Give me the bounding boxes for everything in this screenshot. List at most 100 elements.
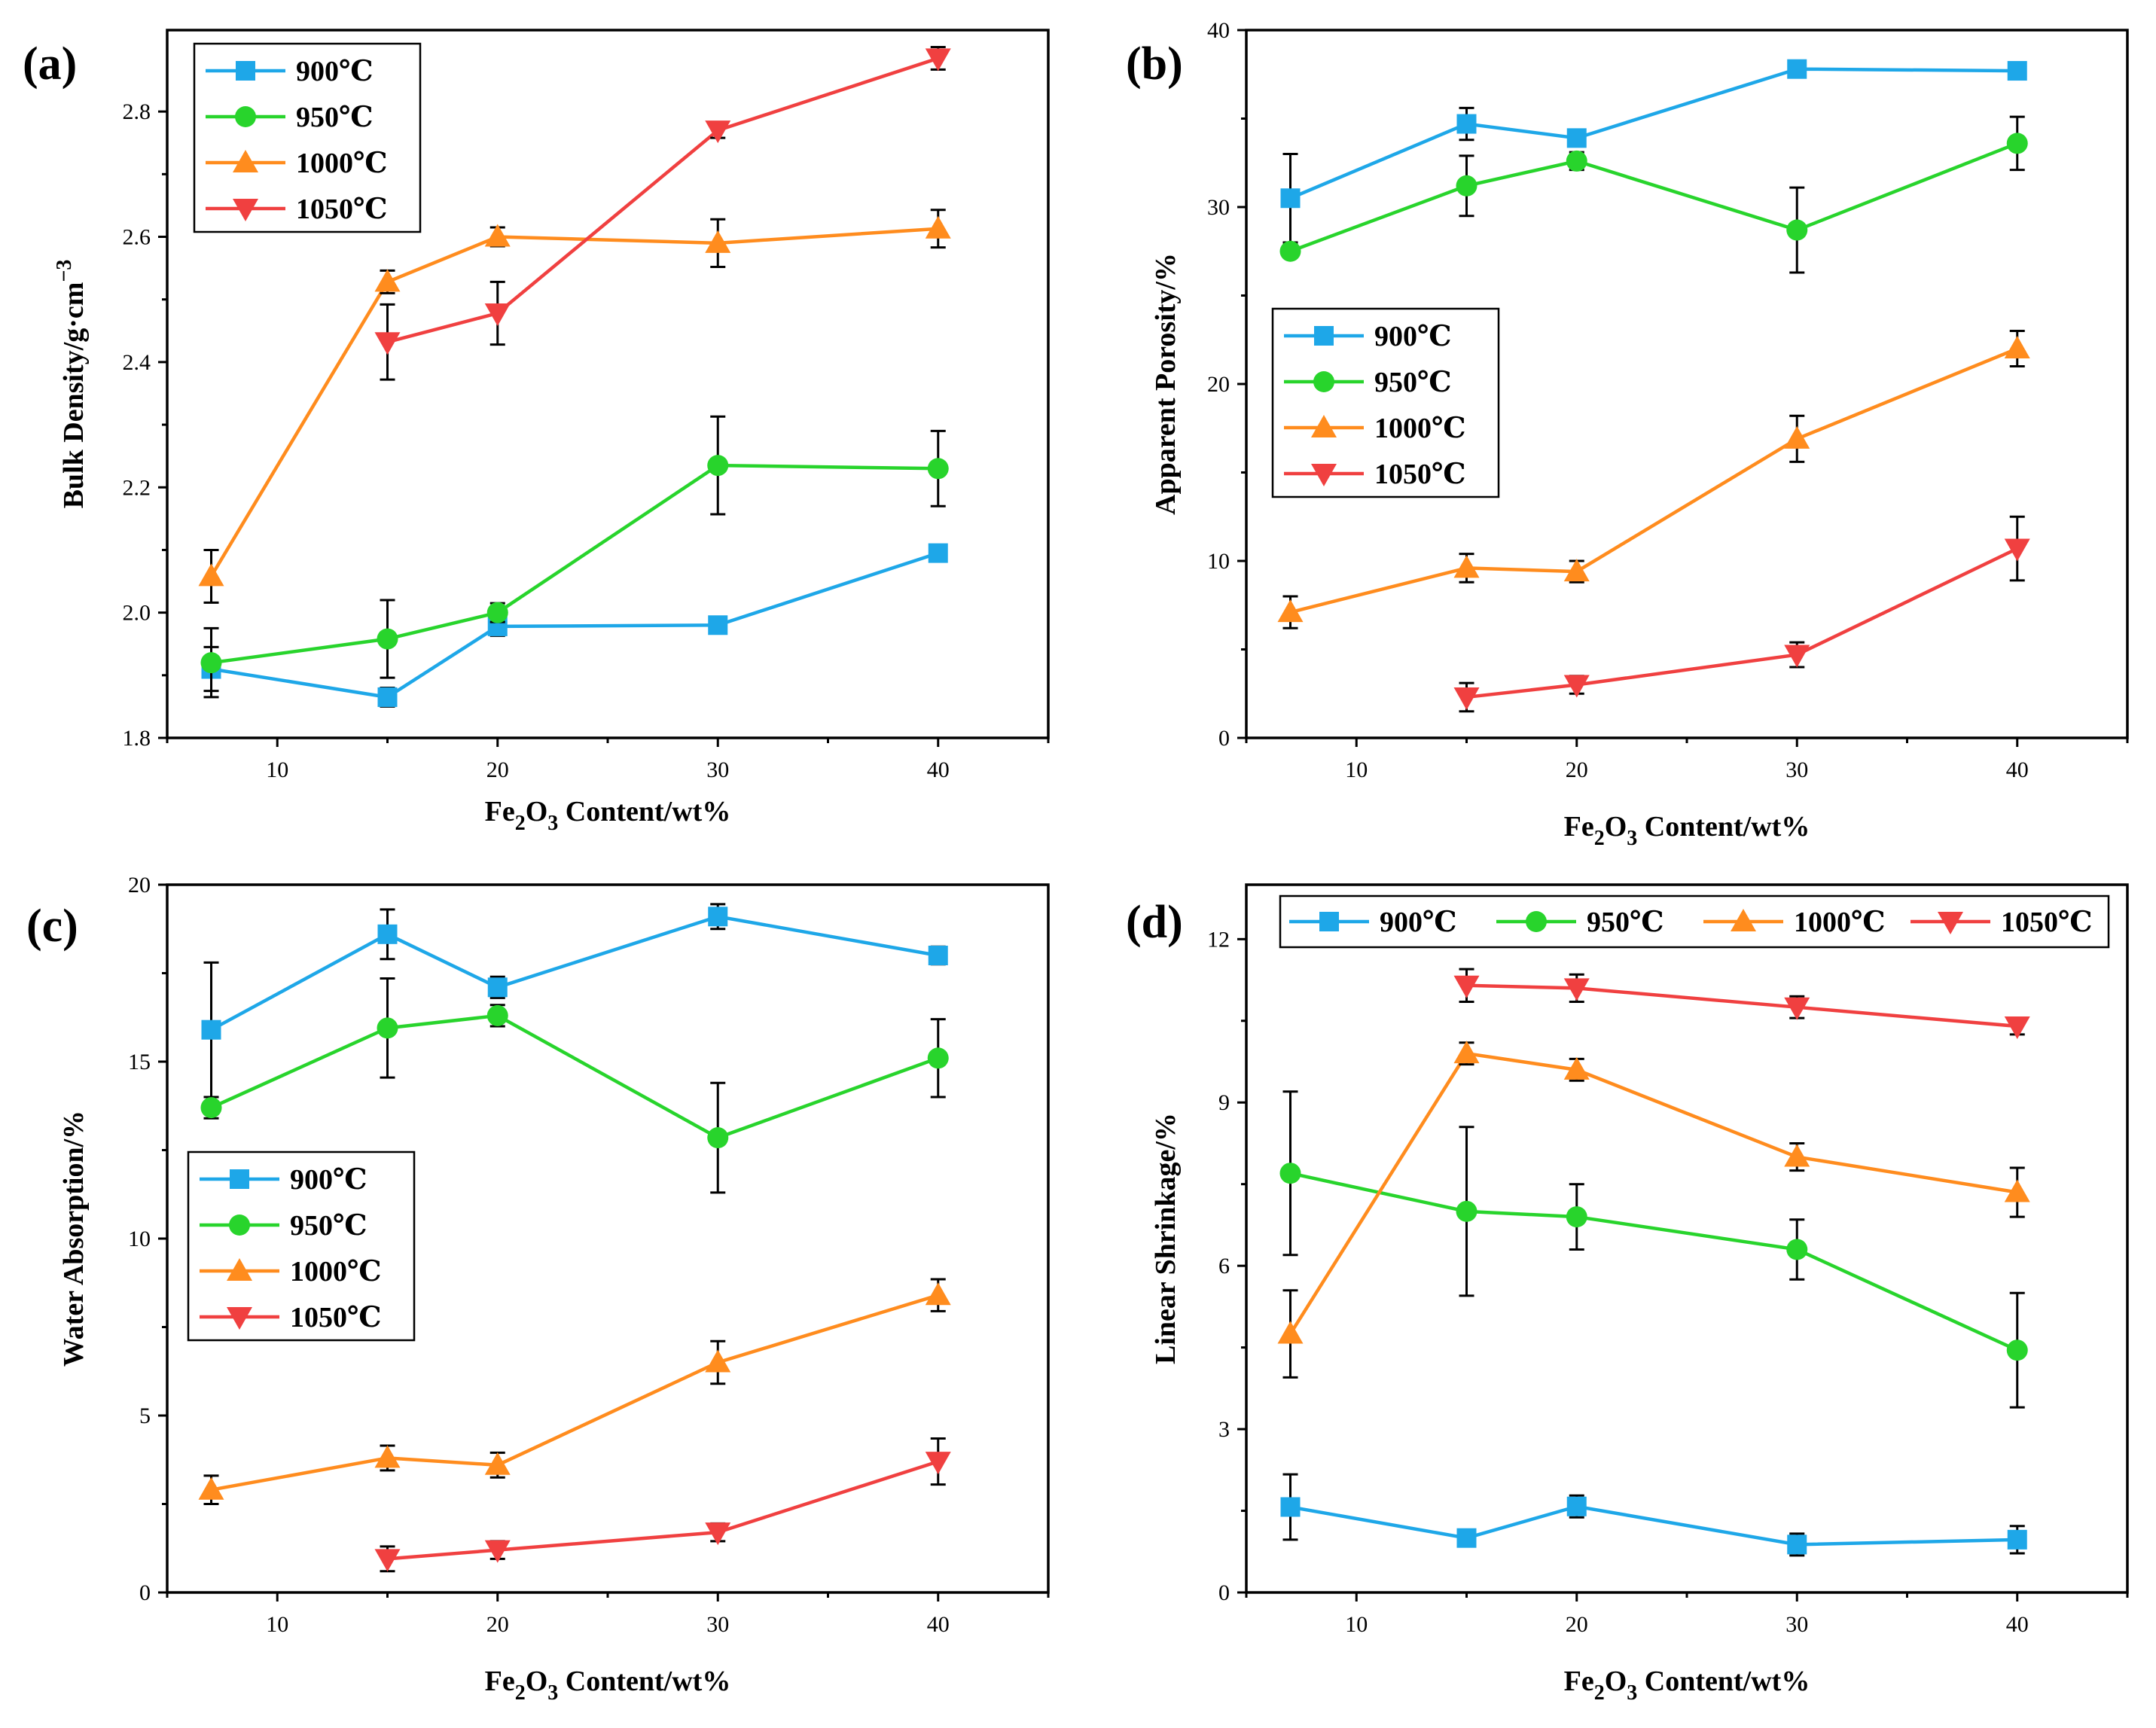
x-axis-title-part: Fe: [485, 796, 515, 827]
x-tick-label: 30: [706, 757, 729, 782]
data-point: [377, 1017, 398, 1039]
x-axis-title: Fe2O3 Content/wt%: [1564, 811, 1810, 850]
y-axis-title-main: Bulk Density/g·cm: [58, 282, 90, 509]
legend-marker: [230, 1169, 249, 1189]
y-axis-title-main: Water Absorption/%: [58, 1111, 90, 1367]
y-tick-label: 0: [139, 1580, 151, 1605]
legend-frame: [1271, 307, 1500, 498]
data-point: [198, 1477, 224, 1500]
legend-label: 900℃: [290, 1164, 367, 1196]
data-point: [705, 230, 731, 253]
y-tick-label: 0: [1218, 1580, 1230, 1605]
legend-item: 950℃: [1496, 907, 1664, 938]
legend-label: 900℃: [1374, 321, 1452, 352]
y-axis-title-main: Apparent Porosity/%: [1150, 253, 1182, 515]
series-line: [1290, 1504, 2017, 1547]
chart-panel-3: 10 20 30 40 0 5 10 15 20 (c) Fe2O3 Content/wt% Wate…: [26, 873, 1050, 1705]
series-line: [211, 551, 939, 699]
legend-marker: [1526, 911, 1547, 932]
data-point: [1456, 114, 1477, 134]
series-line: [1289, 67, 2017, 200]
legend-item: 900℃: [1289, 907, 1457, 938]
data-point: [1279, 1163, 1301, 1184]
data-point: [484, 1540, 511, 1563]
y-tick-label: 2.6: [123, 225, 151, 250]
series-line: [1466, 983, 2017, 1029]
x-axis-title-part: Fe: [1564, 811, 1594, 843]
data-point: [200, 652, 222, 674]
x-tick-label: 30: [1785, 1612, 1808, 1637]
data-point: [708, 907, 728, 927]
data-point: [1563, 559, 1590, 582]
data-point: [1456, 1528, 1477, 1548]
data-point: [2007, 61, 2027, 81]
legend: 900℃ 950℃ 1000℃ 1050℃: [1271, 307, 1500, 498]
y-tick-label: 9: [1218, 1090, 1230, 1115]
data-point: [707, 1127, 729, 1149]
legend-frame: [193, 42, 422, 233]
legend-marker: [235, 106, 256, 127]
legend-item: 900℃: [1284, 321, 1452, 352]
legend-label: 1050℃: [290, 1302, 382, 1333]
legend-marker: [1319, 912, 1339, 931]
y-axis-title-main: Linear Shrinkage/%: [1150, 1113, 1182, 1364]
x-axis-title-sub: 2: [515, 1681, 526, 1705]
data-point: [1784, 997, 1810, 1020]
series-3: [1277, 1041, 2030, 1379]
series-line: [1288, 1051, 2018, 1335]
x-axis-title-part: O: [526, 796, 548, 827]
data-point: [2007, 1529, 2027, 1550]
legend-marker: [227, 1258, 252, 1281]
legend-item: 1050℃: [206, 194, 388, 225]
legend-item: 900℃: [200, 1164, 367, 1196]
legend-item: 1050℃: [1911, 907, 2093, 938]
y-tick-label: 30: [1207, 195, 1230, 220]
data-point: [1277, 599, 1304, 623]
data-point: [2006, 133, 2028, 154]
x-tick-label: 40: [927, 1612, 950, 1637]
data-point: [1277, 1321, 1304, 1344]
series-3: [1277, 330, 2030, 629]
y-tick-label: 12: [1207, 927, 1230, 952]
data-point: [705, 1522, 731, 1546]
data-point: [925, 48, 951, 72]
x-tick-label: 40: [2006, 1612, 2029, 1637]
data-point: [1563, 978, 1590, 1001]
y-tick-label: 20: [1207, 372, 1230, 397]
y-tick-label: 5: [139, 1403, 151, 1428]
data-point: [1784, 645, 1810, 668]
y-axis-title: Apparent Porosity/%: [1150, 253, 1182, 515]
series-4: [374, 45, 951, 381]
y-axis-title-sup: −3: [53, 260, 76, 282]
x-tick-label: 30: [1785, 757, 1808, 782]
series-line: [387, 1459, 939, 1561]
y-tick-label: 2.4: [123, 350, 151, 375]
legend-label: 950℃: [1374, 367, 1452, 398]
data-point: [2004, 538, 2030, 562]
data-point: [1280, 1497, 1301, 1517]
data-point: [374, 332, 401, 355]
data-point: [928, 946, 948, 965]
series-2: [200, 977, 949, 1194]
legend-marker: [1311, 415, 1337, 437]
legend-item: 1000℃: [200, 1256, 382, 1288]
legend-item: 1050℃: [200, 1302, 382, 1333]
legend-marker: [233, 150, 258, 172]
data-point: [484, 224, 511, 247]
panel-label: (b): [1126, 38, 1183, 90]
legend-marker: [233, 199, 258, 221]
data-point: [2004, 1179, 2030, 1202]
data-point: [2004, 1016, 2030, 1039]
data-point: [707, 455, 729, 477]
legend-label: 1000℃: [290, 1256, 382, 1288]
y-axis-title: Water Absorption/%: [58, 1111, 90, 1367]
data-point: [1784, 1144, 1810, 1167]
legend-item: 950℃: [206, 102, 374, 133]
data-point: [1566, 128, 1587, 148]
series-3: [198, 209, 951, 604]
y-tick-label: 20: [128, 873, 151, 898]
data-point: [925, 1282, 951, 1306]
x-axis-title-sub: 3: [547, 812, 558, 835]
data-point: [708, 615, 728, 635]
